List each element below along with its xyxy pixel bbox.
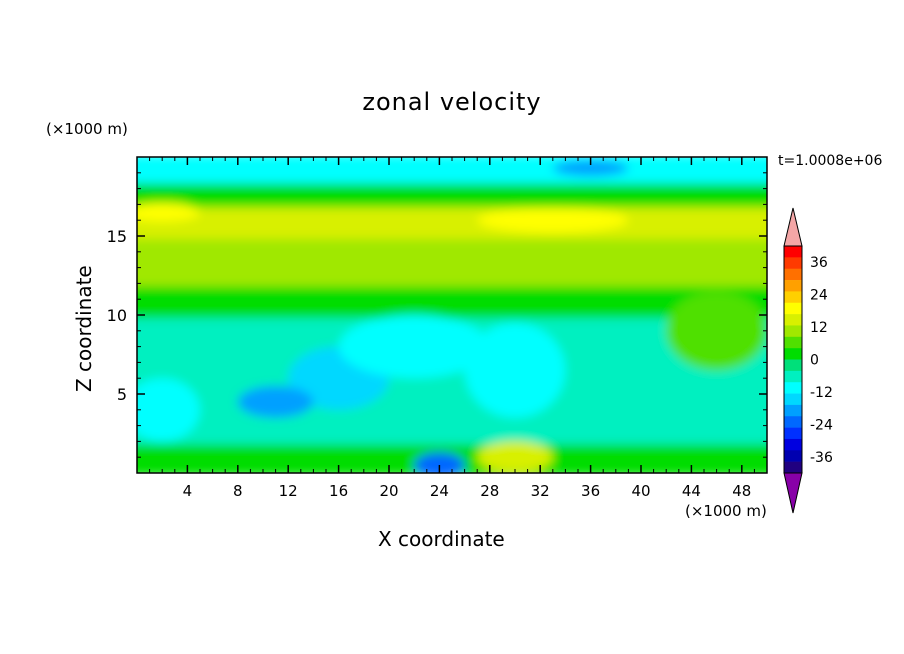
x-tick-label: 24 (430, 482, 449, 500)
field-patch (477, 207, 629, 233)
x-axis: 4 8 12 16 20 24 28 32 36 40 44 48 (149, 157, 755, 500)
colorbar: 36 24 12 0 -12 -24 -36 (783, 207, 833, 514)
colorbar-segment (784, 404, 802, 417)
x-tick-label: 36 (581, 482, 600, 500)
time-label: t=1.0008e+06 (778, 153, 883, 169)
x-axis-unit: (×1000 m) (685, 502, 767, 520)
x-tick-label: 8 (233, 482, 243, 500)
colorbar-tick-label: -36 (810, 450, 833, 466)
colorbar-segment (784, 257, 802, 269)
x-tick-label: 16 (329, 482, 348, 500)
x-tick-label: 4 (183, 482, 193, 500)
colorbar-segment (784, 325, 802, 338)
colorbar-segment (784, 461, 802, 474)
y-tick-label: 15 (107, 227, 127, 246)
colorbar-tick-label: 0 (810, 353, 819, 369)
x-tick-label: 48 (732, 482, 751, 500)
field-patch (237, 386, 314, 418)
x-axis-label: X coordinate (378, 527, 505, 551)
field-patch (666, 291, 767, 371)
colorbar-segment (784, 450, 802, 462)
colorbar-segment (784, 438, 802, 451)
colorbar-tick-label: 24 (810, 288, 828, 304)
y-tick-label: 5 (117, 385, 127, 404)
field-band (137, 375, 767, 445)
colorbar-tick-label: 12 (810, 320, 828, 336)
x-tick-label: 28 (480, 482, 499, 500)
chart-title: zonal velocity (362, 88, 542, 116)
field-patch (338, 315, 490, 379)
field-patch (477, 441, 553, 473)
y-axis-unit: (×1000 m) (46, 120, 128, 138)
field-patch (137, 202, 200, 222)
colorbar-segment (784, 359, 802, 372)
colorbar-segment (784, 314, 802, 326)
colorbar-segment (784, 246, 802, 258)
field-band (137, 201, 767, 239)
x-tick-label: 20 (379, 482, 398, 500)
field-band (137, 157, 767, 184)
field-band (137, 280, 767, 318)
colorbar-segment (784, 393, 802, 406)
colorbar-segment (784, 302, 802, 315)
colorbar-tick-label: -12 (810, 385, 833, 401)
x-tick-label: 12 (279, 482, 298, 500)
colorbar-segment (784, 382, 802, 394)
field-patch (552, 160, 629, 176)
colorbar-segment (784, 280, 802, 292)
y-axis: 5 10 15 (107, 172, 767, 458)
x-tick-label: 40 (631, 482, 650, 500)
colorbar-segment (784, 427, 802, 440)
colorbar-tick-label: 36 (810, 255, 828, 271)
colorbar-lower-arrow (783, 472, 803, 514)
field-layer (137, 157, 767, 473)
heatmap-field (137, 157, 767, 473)
colorbar-segment (784, 370, 802, 383)
field-patch (414, 452, 465, 473)
colorbar-upper-arrow (783, 207, 803, 247)
colorbar-tick-label: -24 (810, 417, 833, 433)
colorbar-segment (784, 348, 802, 360)
colorbar-segment (784, 416, 802, 428)
colorbar-segment (784, 336, 802, 349)
x-tick-label: 44 (682, 482, 701, 500)
field-patch (137, 378, 200, 442)
field-patch (464, 322, 566, 418)
field-band (137, 233, 767, 287)
colorbar-segment (784, 291, 802, 304)
y-tick-label: 10 (107, 306, 127, 325)
colorbar-frame (783, 245, 803, 474)
x-tick-label: 32 (531, 482, 550, 500)
colorbar-segment (784, 268, 802, 281)
